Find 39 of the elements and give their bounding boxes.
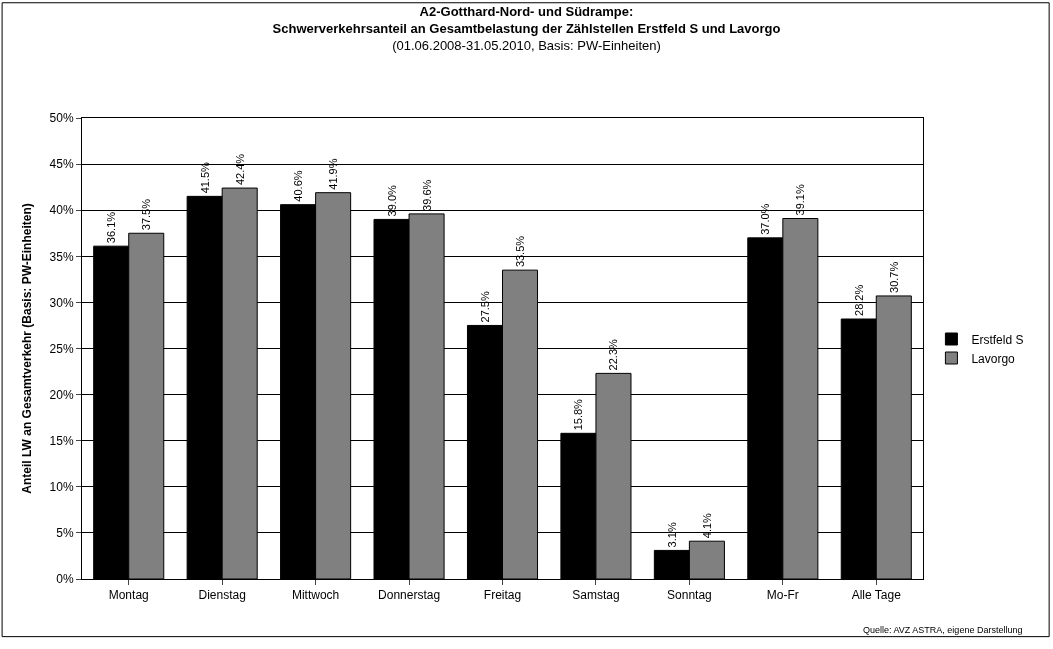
x-tick-label: Samstag	[572, 588, 620, 603]
data-label: 39.0%	[385, 185, 398, 217]
data-label: 30.7%	[887, 261, 900, 293]
data-label: 39.6%	[420, 179, 433, 211]
data-label: 36.1%	[105, 211, 118, 244]
y-tick-label: 35%	[49, 249, 74, 264]
x-tick-label: Mo-Fr	[766, 588, 799, 603]
y-tick-label: 0%	[56, 572, 74, 587]
y-axis-title: Anteil LW an Gesamtverkehr (Basis: PW-Einheiten)	[19, 203, 34, 494]
x-tick-label: Sonntag	[667, 588, 712, 603]
data-label: 28.2%	[852, 284, 865, 316]
source-note: Quelle: AVZ ASTRA, eigene Darstellung	[863, 625, 1023, 635]
chart-title: A2-Gotthard-Nord- und Südrampe: Schwerverkehrsanteil an Gesamtbelastung der Zählstellen Erstfeld S und Lavorgo	[272, 4, 781, 37]
x-tick-label: Mittwoch	[291, 588, 340, 603]
y-tick-label: 45%	[49, 157, 74, 172]
x-tick-label: Dienstag	[198, 588, 246, 603]
data-label: 41.9%	[327, 158, 340, 190]
x-tick-label: Alle Tage	[851, 588, 902, 603]
y-tick-label: 5%	[56, 526, 74, 541]
data-label: 41.5%	[198, 161, 211, 194]
data-label: 42.4%	[233, 153, 246, 186]
chart-subtitle: (01.06.2008-31.05.2010, Basis: PW-Einheiten)	[392, 38, 661, 54]
legend-label: Lavorgo	[971, 351, 1016, 366]
y-tick-label: 15%	[49, 433, 74, 448]
data-label: 22.3%	[607, 338, 620, 371]
y-tick-label: 25%	[49, 341, 74, 356]
y-tick-label: 40%	[49, 203, 74, 218]
data-label: 4.1%	[700, 512, 713, 539]
x-tick-label: Donnerstag	[378, 588, 441, 603]
y-tick-label: 30%	[49, 295, 74, 310]
y-tick-label: 50%	[49, 111, 74, 126]
y-tick-label: 20%	[49, 387, 74, 402]
data-label: 3.1%	[665, 522, 678, 548]
x-tick-label: Freitag	[483, 588, 522, 603]
data-label: 40.6%	[292, 170, 305, 202]
data-label: 15.8%	[572, 398, 585, 431]
y-tick-label: 10%	[49, 480, 74, 494]
x-tick-label: Montag	[108, 588, 149, 603]
legend-label: Erstfeld S	[971, 332, 1024, 347]
